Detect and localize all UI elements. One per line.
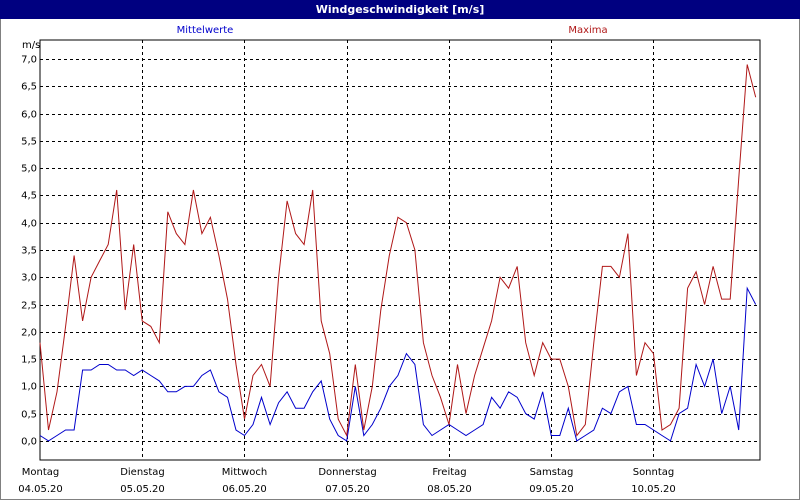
x-tick-label: Montag (22, 467, 59, 478)
y-tick-label: 1,0 (21, 382, 37, 393)
series-line (39, 64, 757, 438)
x-tick-label: Donnerstag (318, 467, 376, 478)
title-bar (0, 0, 800, 19)
y-tick-label: 6,5 (21, 82, 37, 93)
y-tick-label: 7,0 (21, 55, 37, 66)
y-unit: m/s (22, 40, 40, 51)
y-tick-label: 0,0 (21, 437, 37, 448)
legend-entry: Maxima (568, 25, 607, 36)
x-tick-label: Sonntag (633, 467, 675, 478)
x-tick-label: Mittwoch (222, 467, 267, 478)
x-tick-date: 08.05.20 (427, 484, 472, 495)
x-tick-date: 06.05.20 (222, 484, 267, 495)
y-tick-label: 3,5 (21, 246, 37, 257)
x-tick-date: 10.05.20 (631, 484, 676, 495)
y-tick-label: 3,0 (21, 273, 37, 284)
legend-entry: Mittelwerte (177, 25, 234, 36)
x-tick-label: Freitag (432, 467, 466, 478)
y-tick-label: 2,0 (21, 328, 37, 339)
x-tick-date: 04.05.20 (18, 484, 63, 495)
y-tick-label: 5,5 (21, 137, 37, 148)
y-tick-label: 4,5 (21, 191, 37, 202)
y-tick-label: 4,0 (21, 219, 37, 230)
chart-title: Windgeschwindigkeit [m/s] (316, 3, 485, 16)
y-tick-label: 1,5 (21, 355, 37, 366)
x-tick-date: 07.05.20 (325, 484, 370, 495)
x-tick-label: Dienstag (120, 467, 165, 478)
x-tick-date: 09.05.20 (529, 484, 574, 495)
x-tick-label: Samstag (530, 467, 574, 478)
series-line (39, 286, 757, 442)
y-tick-label: 0,5 (21, 410, 37, 421)
y-tick-label: 5,0 (21, 164, 37, 175)
y-tick-label: 2,5 (21, 301, 37, 312)
y-tick-label: 6,0 (21, 110, 37, 121)
x-tick-date: 05.05.20 (120, 484, 165, 495)
